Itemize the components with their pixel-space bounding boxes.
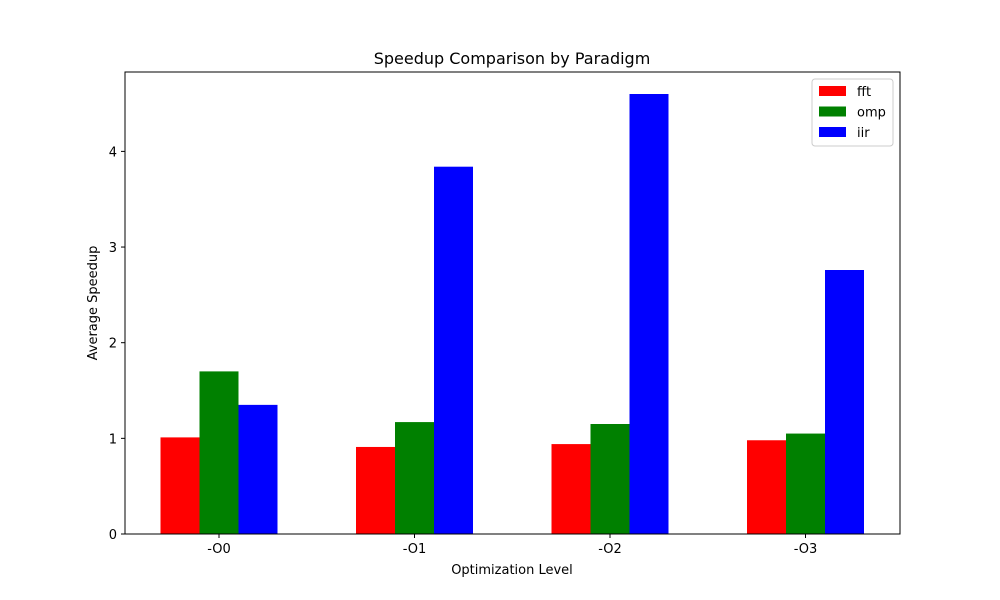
legend-swatch-omp <box>819 106 846 117</box>
bar-fft-o0 <box>160 437 200 534</box>
y-tick-label: 0 <box>109 528 117 543</box>
bar-iir-o2 <box>629 94 669 534</box>
bar-iir-o3 <box>825 270 864 534</box>
bars-layer <box>160 94 864 534</box>
legend: fft omp iir <box>811 78 894 147</box>
chart-title: Speedup Comparison by Paradigm <box>374 49 651 68</box>
legend-label-fft: fft <box>857 85 871 100</box>
y-axis: 0 1 2 3 4 <box>109 145 125 543</box>
bar-iir-o1 <box>434 166 473 534</box>
legend-label-iir: iir <box>857 126 870 141</box>
bar-fft-o2 <box>551 444 591 534</box>
plot-frame <box>124 71 901 535</box>
y-axis-label: Average Speedup <box>86 246 101 361</box>
bar-fft-o1 <box>356 446 395 534</box>
x-tick-label: -O0 <box>207 542 231 557</box>
y-tick-label: 1 <box>109 432 117 447</box>
bar-fft-o3 <box>747 440 786 534</box>
x-axis-label: Optimization Level <box>451 563 573 578</box>
legend-label-omp: omp <box>857 106 886 121</box>
bar-omp-o3 <box>786 433 825 534</box>
y-tick-label: 3 <box>109 241 117 256</box>
bar-omp-o2 <box>590 424 630 534</box>
legend-swatch-iir <box>819 127 846 137</box>
bar-omp-o1 <box>395 422 434 534</box>
x-axis: -O0 -O1 -O2 -O3 <box>207 534 817 557</box>
legend-swatch-fft <box>819 86 846 96</box>
y-tick-label: 4 <box>109 145 117 160</box>
x-tick-label: -O2 <box>598 542 622 557</box>
y-tick-label: 2 <box>109 337 117 352</box>
x-tick-label: -O3 <box>794 542 818 557</box>
bar-iir-o0 <box>238 404 278 534</box>
bar-omp-o0 <box>199 371 239 534</box>
x-tick-label: -O1 <box>403 542 427 557</box>
